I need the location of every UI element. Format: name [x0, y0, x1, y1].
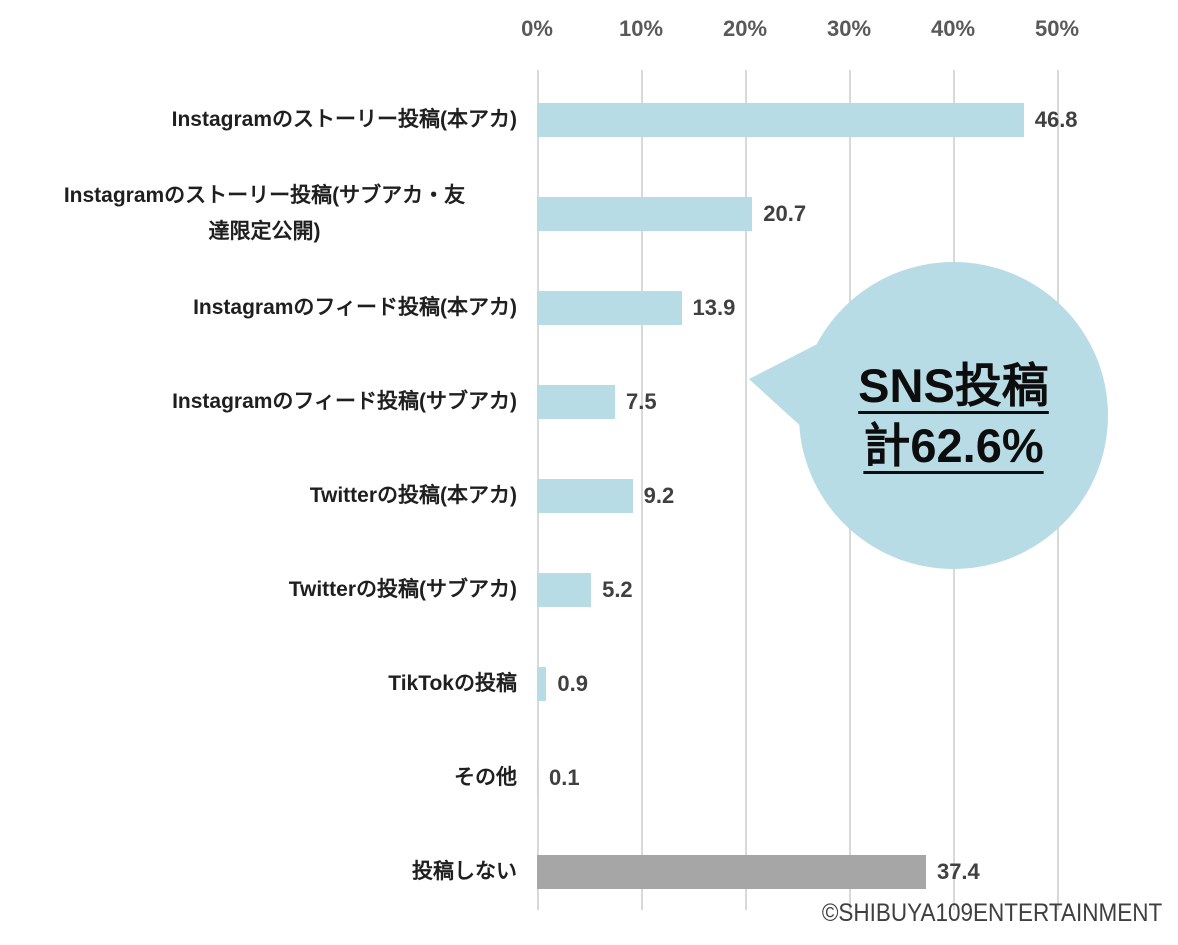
category-label: TikTokの投稿 [388, 672, 517, 695]
value-label: 9.2 [643, 483, 675, 508]
bar [537, 667, 547, 701]
category-label: Instagramのストーリー投稿(サブアカ・友 達限定公開) [63, 184, 466, 243]
axis-tick-label: 50% [1034, 16, 1080, 41]
value-label: 5.2 [602, 577, 633, 602]
value-label: 0.1 [549, 765, 580, 790]
value-label: 13.9 [692, 295, 736, 320]
bar [537, 479, 633, 513]
gridline [641, 70, 643, 910]
bar [537, 197, 753, 231]
axis-tick-label: 20% [722, 16, 768, 41]
bar [537, 855, 926, 889]
bar [537, 385, 615, 419]
category-label: Twitterの投稿(本アカ) [309, 484, 517, 507]
axis-tick-label: 10% [618, 16, 664, 41]
callout-text-line2: 計62.6% [863, 418, 1044, 472]
copyright-text: ©SHIBUYA109ENTERTAINMENT [821, 899, 1162, 927]
category-label: Instagramのストーリー投稿(本アカ) [171, 108, 517, 131]
bar [537, 761, 539, 795]
value-label: 37.4 [936, 859, 980, 884]
axis-tick-label: 30% [826, 16, 872, 41]
axis-tick-label: 0% [521, 16, 553, 41]
gridline [745, 70, 747, 910]
value-label: 20.7 [763, 201, 807, 226]
callout-text-line1: SNS投稿 [858, 358, 1049, 412]
value-label: 0.9 [557, 671, 588, 696]
bar [537, 573, 592, 607]
callout-bubble: SNS投稿 計62.6% [799, 262, 1108, 569]
category-label: その他 [454, 766, 517, 789]
value-label: 7.5 [626, 389, 657, 414]
category-label: 投稿しない [412, 860, 517, 883]
axis-tick-label: 40% [930, 16, 976, 41]
value-label: 46.8 [1034, 107, 1078, 132]
category-label: Instagramのフィード投稿(本アカ) [193, 296, 517, 319]
bar [537, 291, 682, 325]
bar [537, 103, 1024, 137]
category-label: Twitterの投稿(サブアカ) [288, 578, 517, 601]
category-label: Instagramのフィード投稿(サブアカ) [172, 390, 517, 413]
